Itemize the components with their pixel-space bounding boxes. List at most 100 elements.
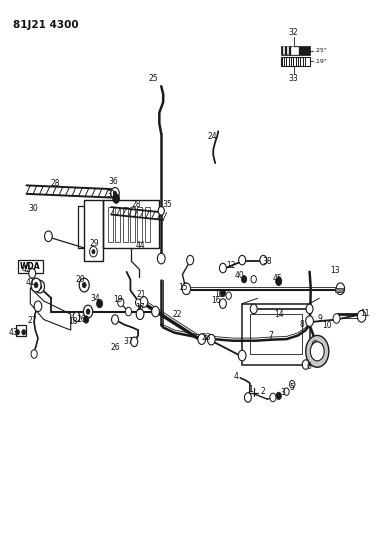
Circle shape (112, 315, 118, 324)
Circle shape (239, 255, 246, 265)
Circle shape (284, 388, 289, 395)
Circle shape (336, 283, 345, 295)
Circle shape (83, 305, 93, 318)
Text: 10: 10 (322, 321, 332, 330)
Bar (130, 207, 135, 241)
Circle shape (276, 392, 281, 400)
Bar (299, 47, 307, 54)
Text: 31: 31 (106, 190, 116, 199)
Circle shape (45, 231, 52, 241)
Circle shape (16, 329, 19, 335)
Circle shape (312, 341, 319, 349)
Bar (281, 56, 310, 66)
Text: 26: 26 (110, 343, 120, 352)
Circle shape (357, 311, 366, 322)
Text: 15: 15 (178, 283, 188, 292)
Circle shape (260, 255, 267, 265)
Circle shape (251, 276, 256, 283)
Text: 35: 35 (162, 200, 172, 209)
Text: .25": .25" (314, 48, 327, 53)
Circle shape (29, 269, 36, 278)
Bar (242, 304, 310, 365)
Circle shape (306, 304, 313, 314)
Text: 28: 28 (50, 179, 60, 188)
Bar (108, 207, 113, 241)
Text: 16: 16 (77, 315, 86, 324)
Text: 12: 12 (226, 261, 236, 270)
Text: 37: 37 (124, 337, 133, 346)
Text: 8: 8 (300, 320, 304, 329)
Text: 2: 2 (261, 387, 266, 396)
Text: 7: 7 (268, 331, 274, 340)
Circle shape (152, 306, 159, 317)
Circle shape (83, 316, 89, 323)
Text: 38: 38 (262, 257, 272, 265)
Text: 40: 40 (235, 271, 244, 280)
Circle shape (118, 298, 124, 307)
Circle shape (73, 312, 80, 321)
Bar (250, 314, 302, 354)
Bar (16, 325, 26, 336)
Circle shape (306, 335, 329, 367)
Circle shape (220, 263, 226, 273)
Text: 41: 41 (26, 278, 35, 287)
Text: WDA: WDA (20, 262, 41, 271)
Circle shape (187, 255, 194, 265)
Text: 13: 13 (330, 266, 340, 275)
Circle shape (90, 246, 97, 257)
Circle shape (220, 299, 226, 309)
Bar (84, 200, 103, 261)
Circle shape (113, 194, 120, 204)
Text: 27: 27 (28, 316, 37, 325)
Text: 23: 23 (201, 333, 211, 342)
Text: 16: 16 (211, 296, 221, 305)
Text: 4: 4 (234, 372, 239, 381)
Circle shape (270, 393, 276, 402)
Text: 20: 20 (75, 274, 85, 284)
Text: 14: 14 (274, 310, 284, 319)
Circle shape (31, 278, 41, 292)
Bar (145, 207, 150, 241)
Text: 10: 10 (214, 289, 223, 298)
Text: .19": .19" (314, 59, 327, 64)
Text: 3: 3 (280, 388, 285, 397)
Text: 43: 43 (9, 328, 18, 337)
Circle shape (97, 300, 103, 308)
Text: WDA: WDA (20, 262, 41, 271)
Text: 28: 28 (132, 200, 141, 209)
Text: 5: 5 (290, 383, 294, 392)
Circle shape (158, 207, 165, 215)
Text: 1: 1 (249, 385, 253, 394)
Text: 45: 45 (273, 273, 283, 282)
Text: 21: 21 (137, 289, 146, 298)
Circle shape (86, 309, 90, 314)
Bar (137, 207, 142, 241)
Text: 17: 17 (135, 303, 145, 312)
Circle shape (113, 191, 116, 196)
Circle shape (241, 276, 247, 283)
Circle shape (244, 393, 251, 402)
Bar (334, 288, 343, 292)
Text: 29: 29 (89, 239, 99, 248)
Circle shape (34, 282, 38, 288)
Text: 36: 36 (108, 177, 118, 186)
Circle shape (38, 284, 42, 289)
Text: 33: 33 (289, 74, 298, 83)
Text: 25: 25 (149, 74, 158, 83)
Circle shape (310, 342, 324, 361)
Circle shape (289, 381, 295, 388)
Circle shape (158, 253, 165, 264)
Text: 32: 32 (289, 28, 298, 37)
Bar (115, 207, 120, 241)
Bar (104, 200, 159, 248)
Circle shape (136, 309, 144, 319)
Text: 22: 22 (173, 310, 182, 319)
Text: 34: 34 (91, 294, 100, 303)
Circle shape (82, 282, 86, 288)
Circle shape (140, 297, 148, 308)
Text: 81J21 4300: 81J21 4300 (13, 20, 79, 30)
Circle shape (208, 334, 215, 345)
Circle shape (275, 277, 282, 286)
Circle shape (111, 188, 119, 199)
Circle shape (35, 280, 45, 293)
